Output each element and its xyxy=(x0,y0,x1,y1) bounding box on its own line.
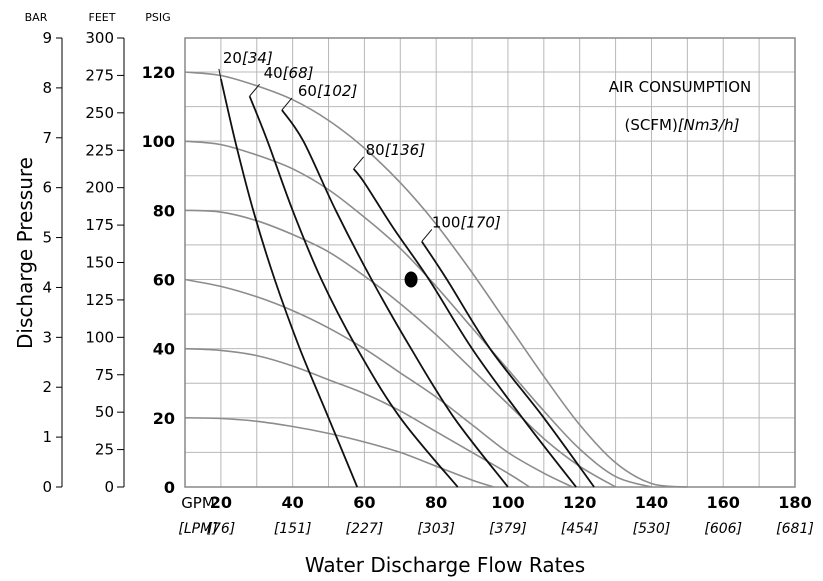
air-consumption-label-scfm: 60 xyxy=(298,82,317,100)
air-consumption-label-nm3h: [34] xyxy=(242,49,273,67)
psig-axis-header: PSIG xyxy=(145,11,170,24)
performance-curve-120-psig xyxy=(184,71,688,488)
x-tick-label-lpm: [151] xyxy=(274,521,312,537)
air-consumption-leader-100 xyxy=(421,229,433,242)
air-consumption-line-100 xyxy=(421,241,595,488)
feet-axis-tick-label: 175 xyxy=(85,216,114,234)
air-consumption-title: AIR CONSUMPTION xyxy=(609,78,751,96)
air-consumption-leader-40 xyxy=(249,83,260,97)
x-tick-label-lpm: [303] xyxy=(417,521,455,537)
x-tick-label-gpm: 120 xyxy=(563,493,596,512)
feet-axis-tick-label: 275 xyxy=(85,66,114,84)
operating-point-marker xyxy=(404,271,418,288)
x-tick-label-gpm: 180 xyxy=(778,493,811,512)
air-consumption-line-20 xyxy=(220,78,359,488)
bar-axis-tick-label: 9 xyxy=(42,29,52,47)
air-consumption-leader-20 xyxy=(218,68,222,80)
feet-axis-tick-label: 200 xyxy=(85,179,114,197)
air-consumption-label-nm3h: [170] xyxy=(460,213,500,231)
performance-curve-100-psig xyxy=(184,140,652,488)
air-consumption-units-scfm: (SCFM) xyxy=(625,116,678,134)
air-consumption-label-100: 100[170] xyxy=(432,213,501,231)
x-tick-label-gpm: 100 xyxy=(491,493,524,512)
psig-axis-tick-label: 80 xyxy=(153,201,175,220)
air-consumption-label-scfm: 100 xyxy=(432,213,461,231)
plot-frame xyxy=(184,37,796,488)
psig-axis-tick-label: 0 xyxy=(164,478,175,497)
performance-curve-20-psig xyxy=(184,417,494,488)
air-consumption-label-20: 20[34] xyxy=(223,49,273,67)
feet-axis-tick-label: 250 xyxy=(85,104,114,122)
x-tick-label-gpm: 20 xyxy=(210,493,232,512)
x-tick-label-lpm: [227] xyxy=(346,521,384,537)
air-consumption-units: (SCFM)[Nm3/h] xyxy=(625,116,740,134)
air-consumption-label-40: 40[68] xyxy=(264,64,314,82)
x-tick-label-gpm: 160 xyxy=(707,493,740,512)
air-consumption-line-40 xyxy=(248,95,459,488)
air-consumption-label-nm3h: [102] xyxy=(317,82,357,100)
feet-axis-header: FEET xyxy=(89,11,116,24)
air-consumption-label-scfm: 80 xyxy=(366,141,385,159)
feet-axis-tick-label: 50 xyxy=(95,403,114,421)
feet-axis-tick-label: 75 xyxy=(95,366,114,384)
psig-axis-tick-label: 120 xyxy=(142,63,175,82)
x-tick-label-gpm: 140 xyxy=(635,493,668,512)
x-tick-label-lpm: [454] xyxy=(561,521,599,537)
bar-axis-tick-label: 1 xyxy=(42,428,52,446)
feet-axis-tick-label: 100 xyxy=(85,328,114,346)
psig-axis-tick-label: 100 xyxy=(142,132,175,151)
bar-axis-tick-label: 4 xyxy=(42,278,52,296)
x-tick-label-lpm: [76] xyxy=(207,521,236,537)
psig-axis-tick-label: 40 xyxy=(153,340,175,359)
psig-axis-tick-label: 20 xyxy=(153,409,175,428)
air-consumption-line-80 xyxy=(352,168,577,488)
x-tick-label-lpm: [379] xyxy=(489,521,527,537)
x-tick-label-lpm: [530] xyxy=(633,521,671,537)
x-tick-label-lpm: [606] xyxy=(704,521,742,537)
bar-axis-tick-label: 5 xyxy=(42,229,52,247)
air-consumption-label-scfm: 40 xyxy=(264,64,283,82)
air-consumption-lines: 20[34]40[68]60[102] 80[136] 100[170] xyxy=(218,49,595,488)
performance-curve-60-psig xyxy=(184,278,573,488)
air-consumption-line-60 xyxy=(281,109,509,488)
air-consumption-units-nm3h: [Nm3/h] xyxy=(678,116,740,134)
bar-axis-tick-label: 0 xyxy=(42,478,52,496)
x-tick-label-gpm: 60 xyxy=(353,493,375,512)
x-unit-lpm: [LPM] xyxy=(178,521,217,537)
bar-axis-tick-label: 8 xyxy=(42,79,52,97)
y-axis-title: Discharge Pressure xyxy=(13,157,37,349)
psig-axis-tick-label: 60 xyxy=(153,271,175,290)
air-consumption-label-nm3h: [136] xyxy=(385,141,425,159)
bar-axis-header: BAR xyxy=(25,11,48,24)
air-consumption-leader-80 xyxy=(353,156,365,170)
feet-axis-tick-label: 25 xyxy=(95,441,114,459)
x-tick-label-lpm: [681] xyxy=(776,521,814,537)
x-unit-gpm: GPM xyxy=(181,494,215,512)
air-consumption-label-scfm: 20 xyxy=(223,49,242,67)
air-consumption-label-nm3h: [68] xyxy=(283,64,314,82)
feet-axis-tick-label: 150 xyxy=(85,254,114,272)
bar-axis-tick-label: 3 xyxy=(42,328,52,346)
feet-axis-tick-label: 0 xyxy=(104,478,114,496)
bar-axis-tick-label: 6 xyxy=(42,179,52,197)
x-tick-label-gpm: 80 xyxy=(425,493,447,512)
x-tick-label-gpm: 40 xyxy=(282,493,304,512)
bar-axis-tick-label: 2 xyxy=(42,378,52,396)
feet-axis-tick-label: 225 xyxy=(85,141,114,159)
air-consumption-label-60: 60[102] xyxy=(298,82,358,100)
x-axis-title: Water Discharge Flow Rates xyxy=(305,553,585,577)
feet-axis-tick-label: 300 xyxy=(85,29,114,47)
air-consumption-leader-60 xyxy=(281,97,293,111)
bar-axis-tick-label: 7 xyxy=(42,129,52,147)
air-consumption-label-80: 80[136] xyxy=(366,141,426,159)
performance-curve-40-psig xyxy=(184,347,530,488)
feet-axis-tick-label: 125 xyxy=(85,291,114,309)
axes: 0123456789025507510012515017520022525027… xyxy=(42,29,813,537)
